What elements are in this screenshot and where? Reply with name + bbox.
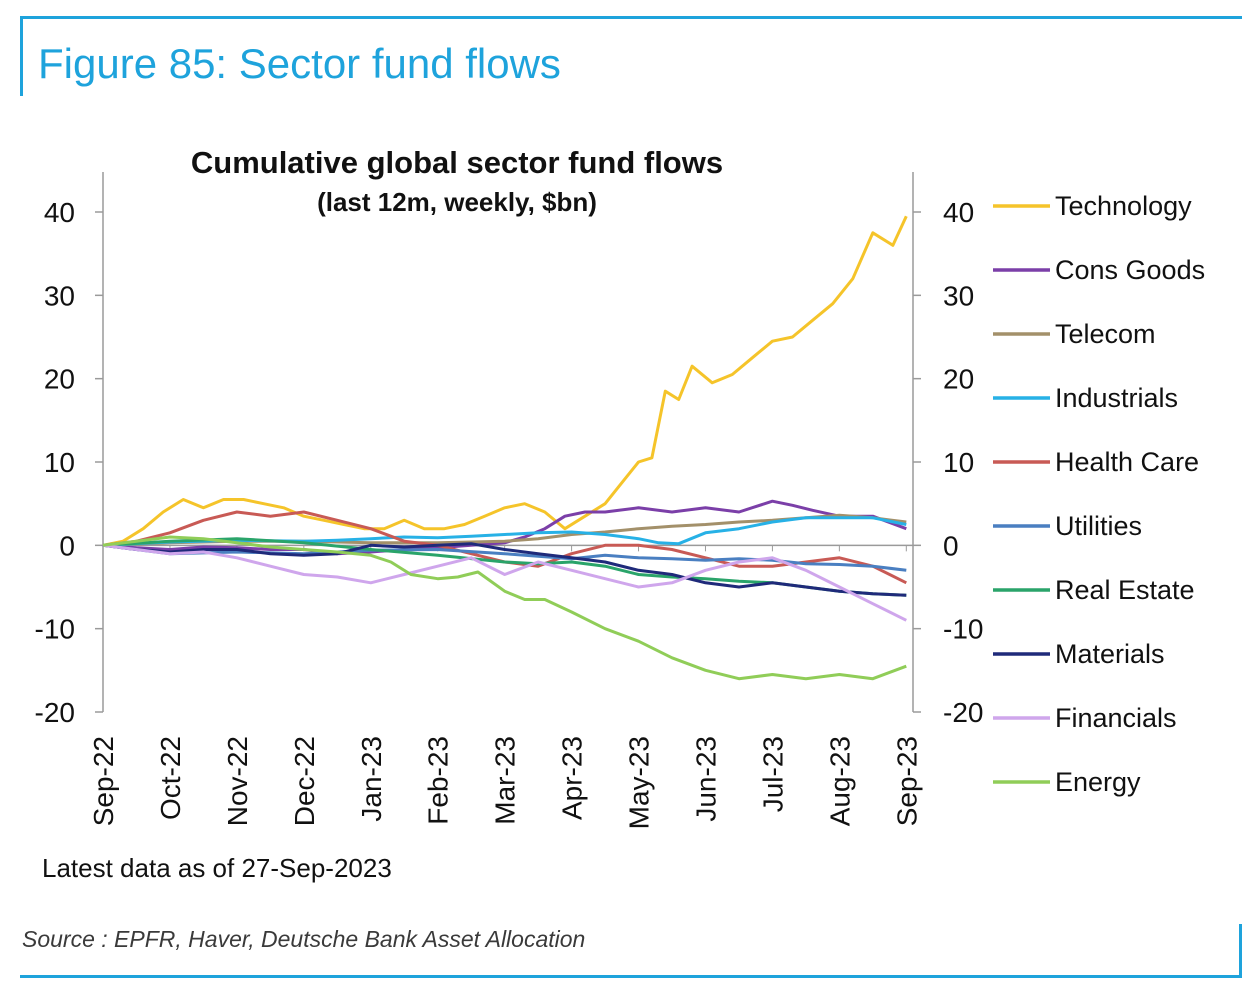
x-tick-label: Feb-23 <box>423 736 454 825</box>
figure-title: Figure 85: Sector fund flows <box>38 40 561 87</box>
y-tick-label-right: 20 <box>943 364 974 395</box>
chart-subtitle: (last 12m, weekly, $bn) <box>317 187 597 217</box>
y-tick-label: -10 <box>35 614 75 645</box>
x-tick-label: Jul-23 <box>757 736 788 812</box>
y-tick-label-right: 40 <box>943 197 974 228</box>
series-line-materials <box>102 542 907 597</box>
data-note: Latest data as of 27-Sep-2023 <box>42 853 392 883</box>
right-border-accent <box>1239 924 1242 978</box>
legend-label: Utilities <box>1055 511 1142 541</box>
x-tick-label: Nov-22 <box>222 736 253 826</box>
y-tick-label: 30 <box>44 280 75 311</box>
x-tick-label: Jun-23 <box>690 736 721 822</box>
x-tick-label: Sep-22 <box>88 736 119 826</box>
legend-label: Financials <box>1055 703 1177 733</box>
y-tick-label: -20 <box>35 697 75 728</box>
series-line-energy <box>102 535 907 681</box>
y-tick-label-right: -10 <box>943 614 983 645</box>
series-line-financials <box>102 543 907 622</box>
legend-label: Telecom <box>1055 319 1156 349</box>
x-tick-label: Oct-22 <box>155 736 186 820</box>
chart-title: Cumulative global sector fund flows <box>191 145 723 180</box>
legend-label: Real Estate <box>1055 575 1195 605</box>
x-tick-label: May-23 <box>624 736 655 829</box>
y-tick-label: 10 <box>44 447 75 478</box>
series-line-technology <box>102 215 908 547</box>
x-tick-label: Sep-23 <box>891 736 922 826</box>
legend-label: Health Care <box>1055 447 1199 477</box>
legend-label: Technology <box>1055 191 1192 221</box>
chart-axes: 40 40 30 30 20 20 10 10 0 0 -10 -10 -20 -20 Sep-22 Oct-… <box>35 172 983 829</box>
x-tick-label: Jan-23 <box>356 736 387 822</box>
y-tick-label-right: -20 <box>943 697 983 728</box>
series-line-industrials <box>102 516 907 547</box>
x-tick-label: Dec-22 <box>289 736 320 826</box>
y-tick-label: 40 <box>44 197 75 228</box>
top-border <box>20 16 1242 19</box>
legend-label: Cons Goods <box>1055 255 1205 285</box>
bottom-border <box>20 975 1242 978</box>
y-tick-label-right: 30 <box>943 280 974 311</box>
left-border-accent <box>20 16 23 96</box>
y-tick-label-right: 0 <box>943 530 959 561</box>
y-tick-label: 20 <box>44 364 75 395</box>
chart-lines <box>102 215 908 681</box>
legend-label: Industrials <box>1055 383 1178 413</box>
x-tick-label: Aug-23 <box>824 736 855 826</box>
x-tick-label: Apr-23 <box>557 736 588 820</box>
y-tick-label-right: 10 <box>943 447 974 478</box>
series-line-utilities <box>102 543 907 572</box>
chart-legend: Technology Cons Goods Telecom Industrials He… <box>993 191 1205 797</box>
source-note: Source : EPFR, Haver, Deutsche Bank Asse… <box>22 926 586 952</box>
x-tick-label: Mar-23 <box>490 736 521 825</box>
legend-label: Energy <box>1055 767 1141 797</box>
legend-label: Materials <box>1055 639 1165 669</box>
y-tick-label: 0 <box>59 530 75 561</box>
